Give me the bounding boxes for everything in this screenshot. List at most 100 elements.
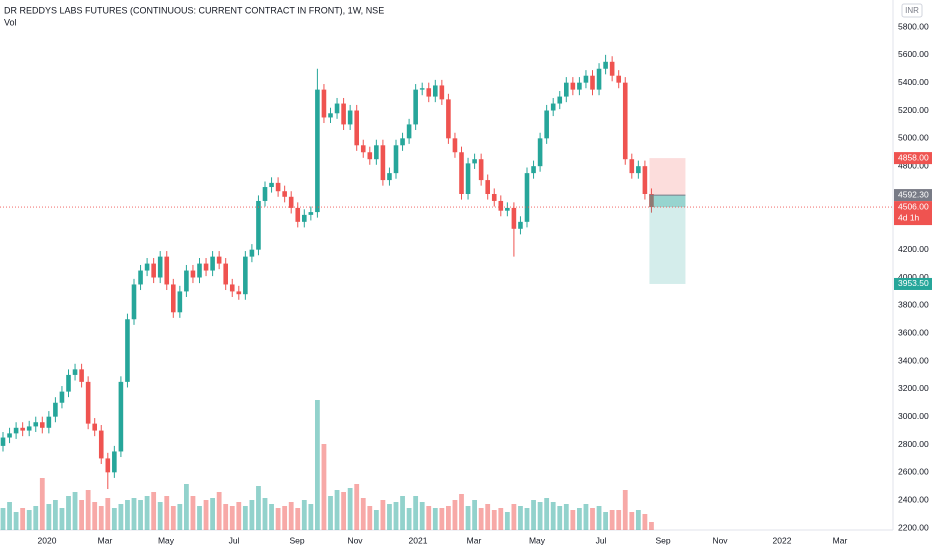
candle-body bbox=[210, 256, 215, 271]
volume-bar bbox=[197, 506, 202, 530]
volume-bar bbox=[138, 500, 143, 530]
volume-bar bbox=[583, 504, 589, 530]
candle-body bbox=[649, 194, 654, 208]
candle-body bbox=[315, 89, 320, 213]
candle-body bbox=[112, 451, 117, 473]
volume-bar bbox=[328, 496, 333, 530]
candle-body bbox=[550, 103, 556, 111]
y-tick-label: 5200.00 bbox=[898, 105, 929, 115]
volume-bar bbox=[157, 502, 163, 530]
y-tick-label: 2600.00 bbox=[898, 467, 929, 477]
candle-body bbox=[328, 113, 333, 118]
y-tick-label: 5000.00 bbox=[898, 133, 929, 143]
candle-body bbox=[282, 191, 287, 197]
candle-body bbox=[138, 270, 143, 285]
y-tick-label: 4200.00 bbox=[898, 244, 929, 254]
volume-bar bbox=[0, 508, 6, 530]
volume-bar bbox=[642, 514, 648, 530]
candle-body bbox=[603, 61, 608, 69]
volume-bar bbox=[518, 506, 523, 530]
y-tick-label: 5400.00 bbox=[898, 77, 929, 87]
candle-body bbox=[151, 263, 156, 278]
candle-body bbox=[524, 173, 530, 222]
candle-body bbox=[321, 89, 327, 118]
candle-body bbox=[393, 145, 399, 174]
candle-body bbox=[439, 85, 445, 100]
volume-bar bbox=[406, 508, 412, 530]
candle-body bbox=[216, 256, 222, 264]
candle-body bbox=[79, 369, 84, 382]
volume-bar bbox=[432, 508, 438, 530]
volume-bar bbox=[563, 504, 569, 530]
volume-bar bbox=[308, 504, 314, 530]
volume-bar bbox=[164, 496, 170, 530]
candle-body bbox=[85, 381, 91, 424]
x-tick-label: 2021 bbox=[409, 535, 428, 545]
volume-bar bbox=[387, 504, 392, 530]
volume-bar bbox=[609, 510, 615, 530]
volume-bar bbox=[511, 504, 517, 530]
candle-body bbox=[642, 166, 648, 194]
volume-bar bbox=[622, 490, 628, 530]
candle-body bbox=[518, 221, 523, 229]
candle-body bbox=[33, 422, 39, 427]
volume-bar bbox=[288, 502, 294, 530]
candle-body bbox=[616, 75, 621, 83]
candle-body bbox=[347, 110, 353, 125]
candle-body bbox=[400, 138, 405, 146]
candle-body bbox=[40, 422, 45, 428]
x-tick-label: May bbox=[529, 535, 546, 545]
x-tick-label: Nov bbox=[347, 535, 363, 545]
y-tick-label: 2800.00 bbox=[898, 439, 929, 449]
volume-bar bbox=[177, 504, 183, 530]
volume-bar bbox=[7, 502, 12, 530]
volume-bar bbox=[635, 510, 641, 530]
candle-body bbox=[531, 166, 536, 174]
candle-body bbox=[341, 103, 346, 125]
volume-bar bbox=[216, 492, 222, 530]
volume-bar bbox=[26, 510, 32, 530]
volume-bar bbox=[393, 502, 399, 530]
candle-body bbox=[105, 458, 111, 473]
candle-body bbox=[131, 284, 137, 320]
candle-body bbox=[334, 103, 340, 114]
volume-bar bbox=[53, 500, 58, 530]
candle-body bbox=[184, 270, 189, 292]
candle-body bbox=[197, 263, 202, 278]
volume-bar bbox=[190, 496, 196, 530]
candle-body bbox=[570, 82, 576, 90]
volume-bar bbox=[596, 506, 602, 530]
candle-body bbox=[360, 145, 366, 153]
volume-bar bbox=[321, 444, 327, 530]
volume-bar bbox=[413, 496, 419, 530]
volume-bar bbox=[367, 506, 373, 530]
volume-bar bbox=[465, 506, 471, 530]
candle-body bbox=[583, 75, 589, 83]
volume-bar bbox=[531, 500, 536, 530]
stop-zone bbox=[649, 158, 686, 196]
candle-body bbox=[354, 110, 359, 146]
candle-body bbox=[380, 145, 386, 181]
y-tick-label: 4000.00 bbox=[898, 272, 929, 282]
volume-bar bbox=[111, 508, 117, 530]
candle-body bbox=[629, 159, 635, 174]
candle-body bbox=[498, 200, 504, 211]
volume-bar bbox=[485, 504, 491, 530]
volume-bar bbox=[33, 506, 39, 530]
y-tick-label: 3000.00 bbox=[898, 411, 929, 421]
volume-bar bbox=[223, 504, 229, 530]
volume-bar bbox=[170, 506, 176, 530]
volume-bar bbox=[295, 508, 301, 530]
volume-bar bbox=[131, 498, 137, 530]
candle-body bbox=[406, 124, 412, 139]
price-label: 4592.30 bbox=[898, 189, 929, 199]
volume-bar bbox=[46, 504, 52, 530]
candle-body bbox=[164, 256, 170, 285]
x-tick-label: 2020 bbox=[38, 535, 57, 545]
volume-bar bbox=[85, 490, 91, 530]
currency-box[interactable] bbox=[901, 3, 923, 18]
volume-bar bbox=[125, 500, 130, 530]
candle-body bbox=[243, 256, 248, 295]
volume-bar bbox=[301, 500, 307, 530]
